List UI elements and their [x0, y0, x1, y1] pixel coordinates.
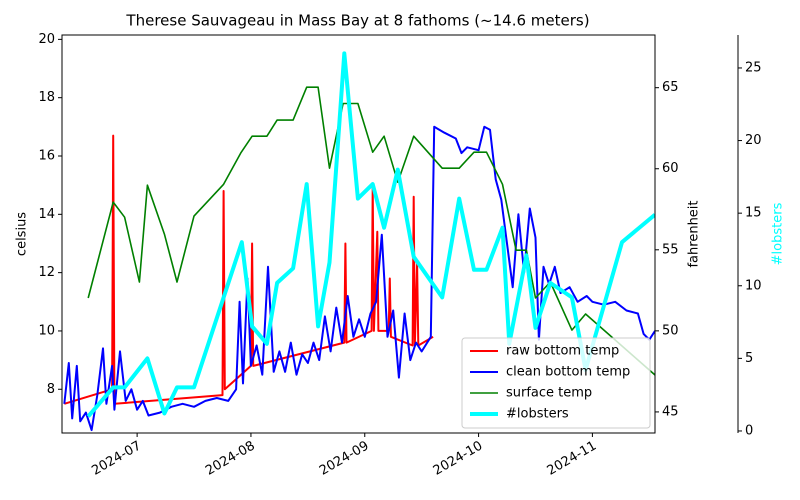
- y2-axis-label: fahrenheit: [687, 200, 702, 267]
- y-axis-label: celsius: [15, 212, 30, 256]
- x-tick-label: 2024-09: [317, 439, 372, 479]
- chart-title: Therese Sauvageau in Mass Bay at 8 fatho…: [125, 12, 589, 30]
- y2-tick-label: 60: [662, 161, 679, 176]
- y3-tick-label: 0: [745, 423, 753, 438]
- legend-label: clean bottom temp: [506, 365, 630, 380]
- series-line: [63, 125, 655, 432]
- y3-tick-label: 10: [745, 278, 762, 293]
- plot-area: [63, 51, 655, 432]
- x-tick-label: 2024-10: [431, 439, 486, 479]
- x-tick-label: 2024-07: [89, 439, 144, 479]
- y3-tick-label: 5: [745, 351, 753, 366]
- y-tick-label: 10: [38, 323, 55, 338]
- y3-tick-label: 20: [745, 133, 762, 148]
- y-tick-label: 8: [47, 382, 55, 397]
- y-tick-label: 12: [38, 265, 55, 280]
- legend-label: surface temp: [506, 386, 592, 401]
- y-tick-label: 16: [38, 149, 55, 164]
- y2-tick-label: 45: [662, 404, 679, 419]
- y3-axis-label: #lobsters: [771, 202, 786, 265]
- y3-tick-label: 15: [745, 206, 762, 221]
- y-tick-label: 14: [38, 207, 55, 222]
- y-tick-label: 18: [38, 90, 55, 105]
- legend-box: [461, 337, 651, 429]
- series-line: [86, 51, 655, 418]
- y2-tick-label: 65: [662, 80, 679, 95]
- x-tick-label: 2024-08: [203, 439, 258, 479]
- y-tick-label: 20: [38, 32, 55, 47]
- legend-label: raw bottom temp: [506, 344, 619, 359]
- x-tick-label: 2024-11: [545, 439, 600, 479]
- y2-tick-label: 55: [662, 242, 679, 257]
- series-line: [87, 86, 655, 376]
- plot-frame: [61, 34, 656, 434]
- legend-label: #lobsters: [506, 407, 569, 422]
- y3-tick-label: 25: [745, 60, 762, 75]
- y2-tick-label: 50: [662, 323, 679, 338]
